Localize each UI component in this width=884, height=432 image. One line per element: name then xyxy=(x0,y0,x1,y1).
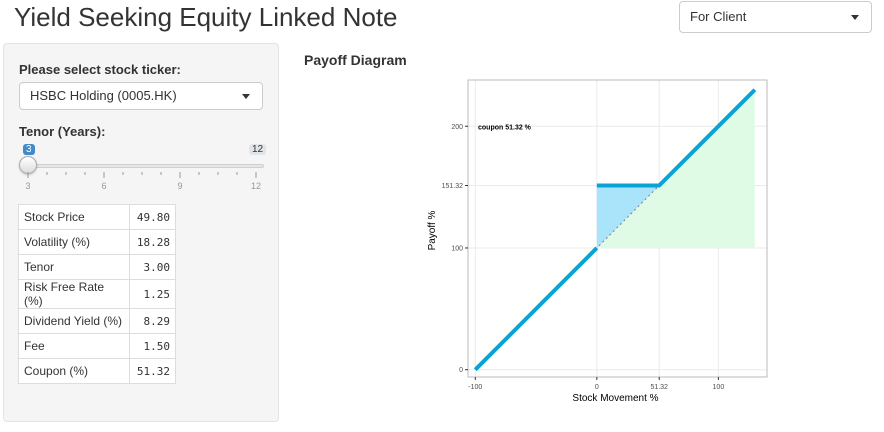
ticker-label: Please select stock ticker: xyxy=(19,62,181,77)
table-row: Fee 1.50 xyxy=(18,333,176,359)
y-axis-label: Payoff % xyxy=(427,210,438,250)
view-mode-select-value: For Client xyxy=(690,9,747,24)
payoff-line xyxy=(473,246,599,372)
tenor-label: Tenor (Years): xyxy=(19,124,106,139)
x-axis-label: Stock Movement % xyxy=(572,393,658,404)
slider-grid-label: 6 xyxy=(101,181,107,191)
x-tick-label: 100 xyxy=(713,384,725,391)
coupon-annotation: coupon 51.32 % xyxy=(478,124,532,131)
param-name: Dividend Yield (%) xyxy=(18,308,130,334)
ticker-select-value: HSBC Holding (0005.HK) xyxy=(30,88,177,103)
tenor-max-badge: 12 xyxy=(249,144,267,155)
x-tick-label: 51.32 xyxy=(650,384,668,391)
table-row: Volatility (%) 18.28 xyxy=(18,229,176,255)
table-row: Coupon (%) 51.32 xyxy=(18,358,176,384)
param-value: 18.28 xyxy=(129,229,176,255)
slider-grid-label: 9 xyxy=(177,181,183,191)
table-row: Tenor 3.00 xyxy=(18,254,176,280)
payoff-diagram-title: Payoff Diagram xyxy=(304,52,407,68)
param-value: 49.80 xyxy=(129,204,176,230)
slider-grid-label: 3 xyxy=(25,181,31,191)
app-title: Yield Seeking Equity Linked Note xyxy=(14,2,398,32)
y-tick-label: 0 xyxy=(459,367,463,374)
chevron-down-icon xyxy=(242,94,250,99)
param-value: 1.25 xyxy=(129,279,176,309)
parameters-table: Stock Price 49.80 Volatility (%) 18.28 Tenor… xyxy=(18,204,176,384)
y-tick-label: 200 xyxy=(451,124,463,131)
payoff-line xyxy=(596,88,757,188)
param-name: Coupon (%) xyxy=(18,358,130,384)
x-tick-label: -100 xyxy=(468,384,482,391)
param-value: 3.00 xyxy=(129,254,176,280)
ticker-select[interactable]: HSBC Holding (0005.HK) xyxy=(19,82,263,110)
param-name: Fee xyxy=(18,333,130,359)
param-value: 51.32 xyxy=(129,358,176,384)
param-name: Tenor xyxy=(18,254,130,280)
plot-border xyxy=(467,79,768,378)
y-tick-label: 151.32 xyxy=(442,183,464,190)
tenor-slider-grid xyxy=(27,172,257,178)
x-tick-label: 0 xyxy=(595,384,599,391)
chevron-down-icon xyxy=(851,15,859,20)
tenor-value-badge: 3 xyxy=(23,144,35,155)
y-tick-label: 100 xyxy=(451,245,463,252)
sidebar-panel: Please select stock ticker: HSBC Holding… xyxy=(3,43,279,422)
view-mode-select[interactable]: For Client xyxy=(679,1,872,33)
slider-grid-label: 12 xyxy=(250,181,262,191)
